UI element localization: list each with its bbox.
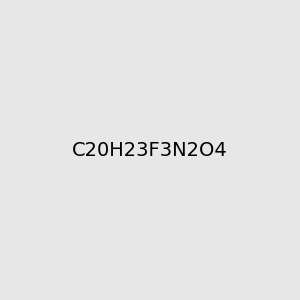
Text: C20H23F3N2O4: C20H23F3N2O4: [72, 140, 228, 160]
